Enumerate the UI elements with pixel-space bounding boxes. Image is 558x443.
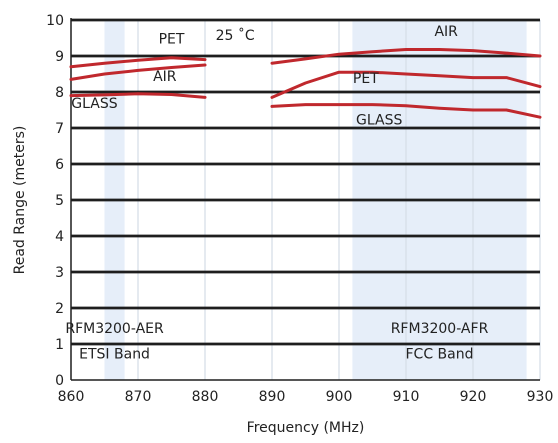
x-tick-label: 920 <box>460 389 487 405</box>
series-label-pet: PET <box>353 71 379 87</box>
x-tick-label: 890 <box>259 389 286 405</box>
series-line-pet <box>270 70 542 99</box>
band-sublabel: FCC Band <box>406 346 474 362</box>
x-tick-label: 900 <box>326 389 353 405</box>
x-tick-label: 860 <box>58 389 85 405</box>
series-line-glass <box>270 103 542 119</box>
y-tick-label: 10 <box>46 13 64 29</box>
x-tick-label: 930 <box>527 389 554 405</box>
series-label-glass: GLASS <box>71 96 117 112</box>
x-axis-title: Frequency (MHz) <box>247 420 365 436</box>
labels-layer: RFM3200-AER ETSI Band RFM3200-AFR FCC Band P… <box>65 24 488 362</box>
series-line-glass <box>69 92 207 99</box>
series-label-air: AIR <box>153 69 177 85</box>
y-tick-label: 1 <box>55 337 64 353</box>
y-tick-label: 5 <box>55 193 64 209</box>
y-tick-label: 0 <box>55 373 64 389</box>
x-tick-label: 910 <box>393 389 420 405</box>
y-axis-title: Read Range (meters) <box>12 126 28 275</box>
y-tick-label: 3 <box>55 265 64 281</box>
y-tick-label: 4 <box>55 229 64 245</box>
temperature-annotation: 25 ˚C <box>216 27 255 44</box>
grid-layer <box>70 18 541 381</box>
band-label: RFM3200-AER <box>65 321 164 337</box>
y-tick-label: 2 <box>55 301 64 317</box>
band-label: RFM3200-AFR <box>391 321 489 337</box>
series-label-pet: PET <box>159 31 185 47</box>
y-tick-label: 8 <box>55 85 64 101</box>
series-label-glass: GLASS <box>356 112 402 128</box>
y-tick-label: 9 <box>55 49 64 65</box>
series-line-air <box>270 48 542 65</box>
y-tick-label: 7 <box>55 121 64 137</box>
y-tick-label: 6 <box>55 157 64 173</box>
series-label-air: AIR <box>434 24 458 40</box>
series-line-pet <box>69 56 207 69</box>
series-line-air <box>69 63 207 81</box>
x-tick-label: 880 <box>192 389 219 405</box>
x-tick-label: 870 <box>125 389 152 405</box>
band-sublabel: ETSI Band <box>79 346 150 362</box>
series-layer <box>69 48 542 119</box>
